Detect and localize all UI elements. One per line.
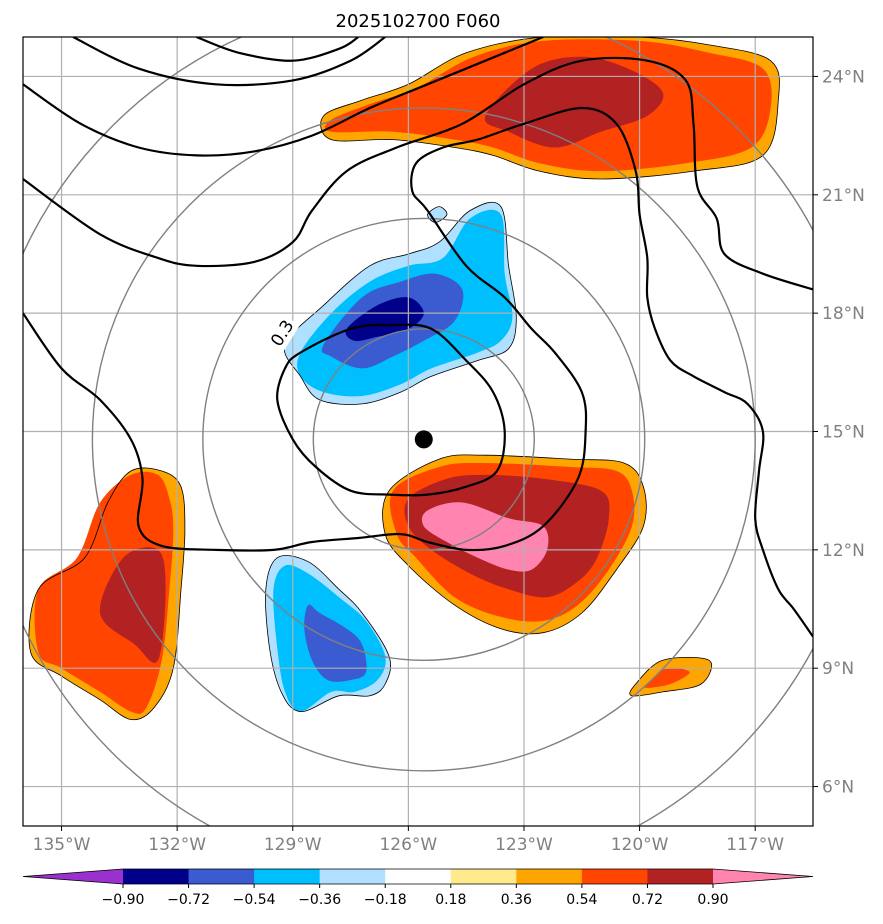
- x-tick-label-6: 117°W: [726, 835, 784, 855]
- colorbar-extend-low: [23, 869, 123, 884]
- storm-center-marker: [414, 430, 433, 449]
- filled-contours: [28, 37, 780, 721]
- y-tick-label-1: 9°N: [822, 659, 854, 679]
- colorbar-segment-6: [450, 869, 517, 884]
- colorbar-label-6: 0.36: [501, 892, 532, 908]
- colorbar-segment-4: [319, 869, 386, 884]
- y-tick-label-0: 6°N: [822, 778, 854, 798]
- colorbar-segment-3: [254, 869, 321, 884]
- contour-label-background: [264, 313, 300, 353]
- zero-contour-outline-18: [629, 656, 712, 697]
- zero-contour-outline-0: [28, 467, 186, 721]
- filled-region-south-central-trough-5: [304, 604, 367, 682]
- zero-contour-outline-11: [382, 454, 647, 635]
- x-tick-label-3: 126°W: [379, 835, 437, 855]
- colorbar-segment-7: [516, 869, 583, 884]
- y-tick-label-5: 21°N: [822, 186, 865, 206]
- colorbar-label-9: 0.90: [697, 892, 728, 908]
- y-tick-label-4: 18°N: [822, 304, 865, 324]
- zero-contour-outline-6: [283, 201, 517, 405]
- black-contours: [23, 37, 813, 638]
- range-ring-3: [91, 107, 756, 772]
- y-tick-label-3: 15°N: [822, 423, 865, 443]
- range-ring-2: [202, 217, 646, 662]
- colorbar-extend-high: [713, 869, 813, 884]
- range-ring-1: [312, 328, 535, 551]
- black-contour-2: [72, 37, 386, 87]
- colorbar-segment-8: [581, 869, 648, 884]
- colorbar-label-7: 0.54: [566, 892, 597, 908]
- zero-contour-outline-3: [265, 555, 391, 713]
- x-tick-label-0: 135°W: [33, 835, 91, 855]
- colorbar-label-8: 0.72: [632, 892, 663, 908]
- x-tick-label-1: 132°W: [148, 835, 206, 855]
- colorbar-label-5: 0.18: [435, 892, 466, 908]
- colorbar-segment-5: [385, 869, 452, 884]
- chart-title: 2025102700 F060: [336, 11, 501, 32]
- colorbar-segment-1: [123, 869, 190, 884]
- colorbar-segment-9: [647, 869, 714, 884]
- map-area: [23, 37, 813, 826]
- black-contour-5: [276, 323, 506, 497]
- x-tick-label-2: 129°W: [264, 835, 322, 855]
- zero-contour-outline-15: [320, 37, 780, 180]
- colorbar-label-4: −0.18: [364, 892, 407, 908]
- x-tick-label-4: 123°W: [495, 835, 553, 855]
- range-rings: [23, 37, 813, 826]
- black-contour-0: [23, 56, 813, 291]
- black-contour-3: [196, 37, 359, 62]
- x-tick-label-5: 120°W: [611, 835, 669, 855]
- y-axis-ticks: 6°N 9°N 12°N 15°N 18°N 21°N 24°N: [813, 67, 865, 798]
- center-dot: [414, 430, 433, 449]
- y-tick-label-6: 24°N: [822, 67, 865, 87]
- black-contour-1: [23, 37, 544, 157]
- colorbar-label-1: −0.72: [167, 892, 210, 908]
- zero-contour-outline-10: [427, 206, 448, 223]
- colorbar-label-3: −0.36: [298, 892, 341, 908]
- colorbar: −0.90 −0.72 −0.54 −0.36 −0.18 0.18 0.36 0.54 0.7…: [22, 868, 814, 908]
- filled-region-south-west-lobe-2: [99, 547, 166, 663]
- colorbar-segment-2: [188, 869, 255, 884]
- black-contour-4: [23, 106, 813, 638]
- y-tick-label-2: 12°N: [822, 541, 865, 561]
- filled-region-south-east-blob-19: [644, 667, 690, 688]
- filled-region-south-east-ridge-14: [421, 502, 549, 572]
- colorbar-label-2: −0.54: [233, 892, 276, 908]
- x-axis-ticks: 135°W 132°W 129°W 126°W 123°W 120°W 117°W: [33, 826, 784, 855]
- colorbar-label-0: −0.90: [102, 892, 145, 908]
